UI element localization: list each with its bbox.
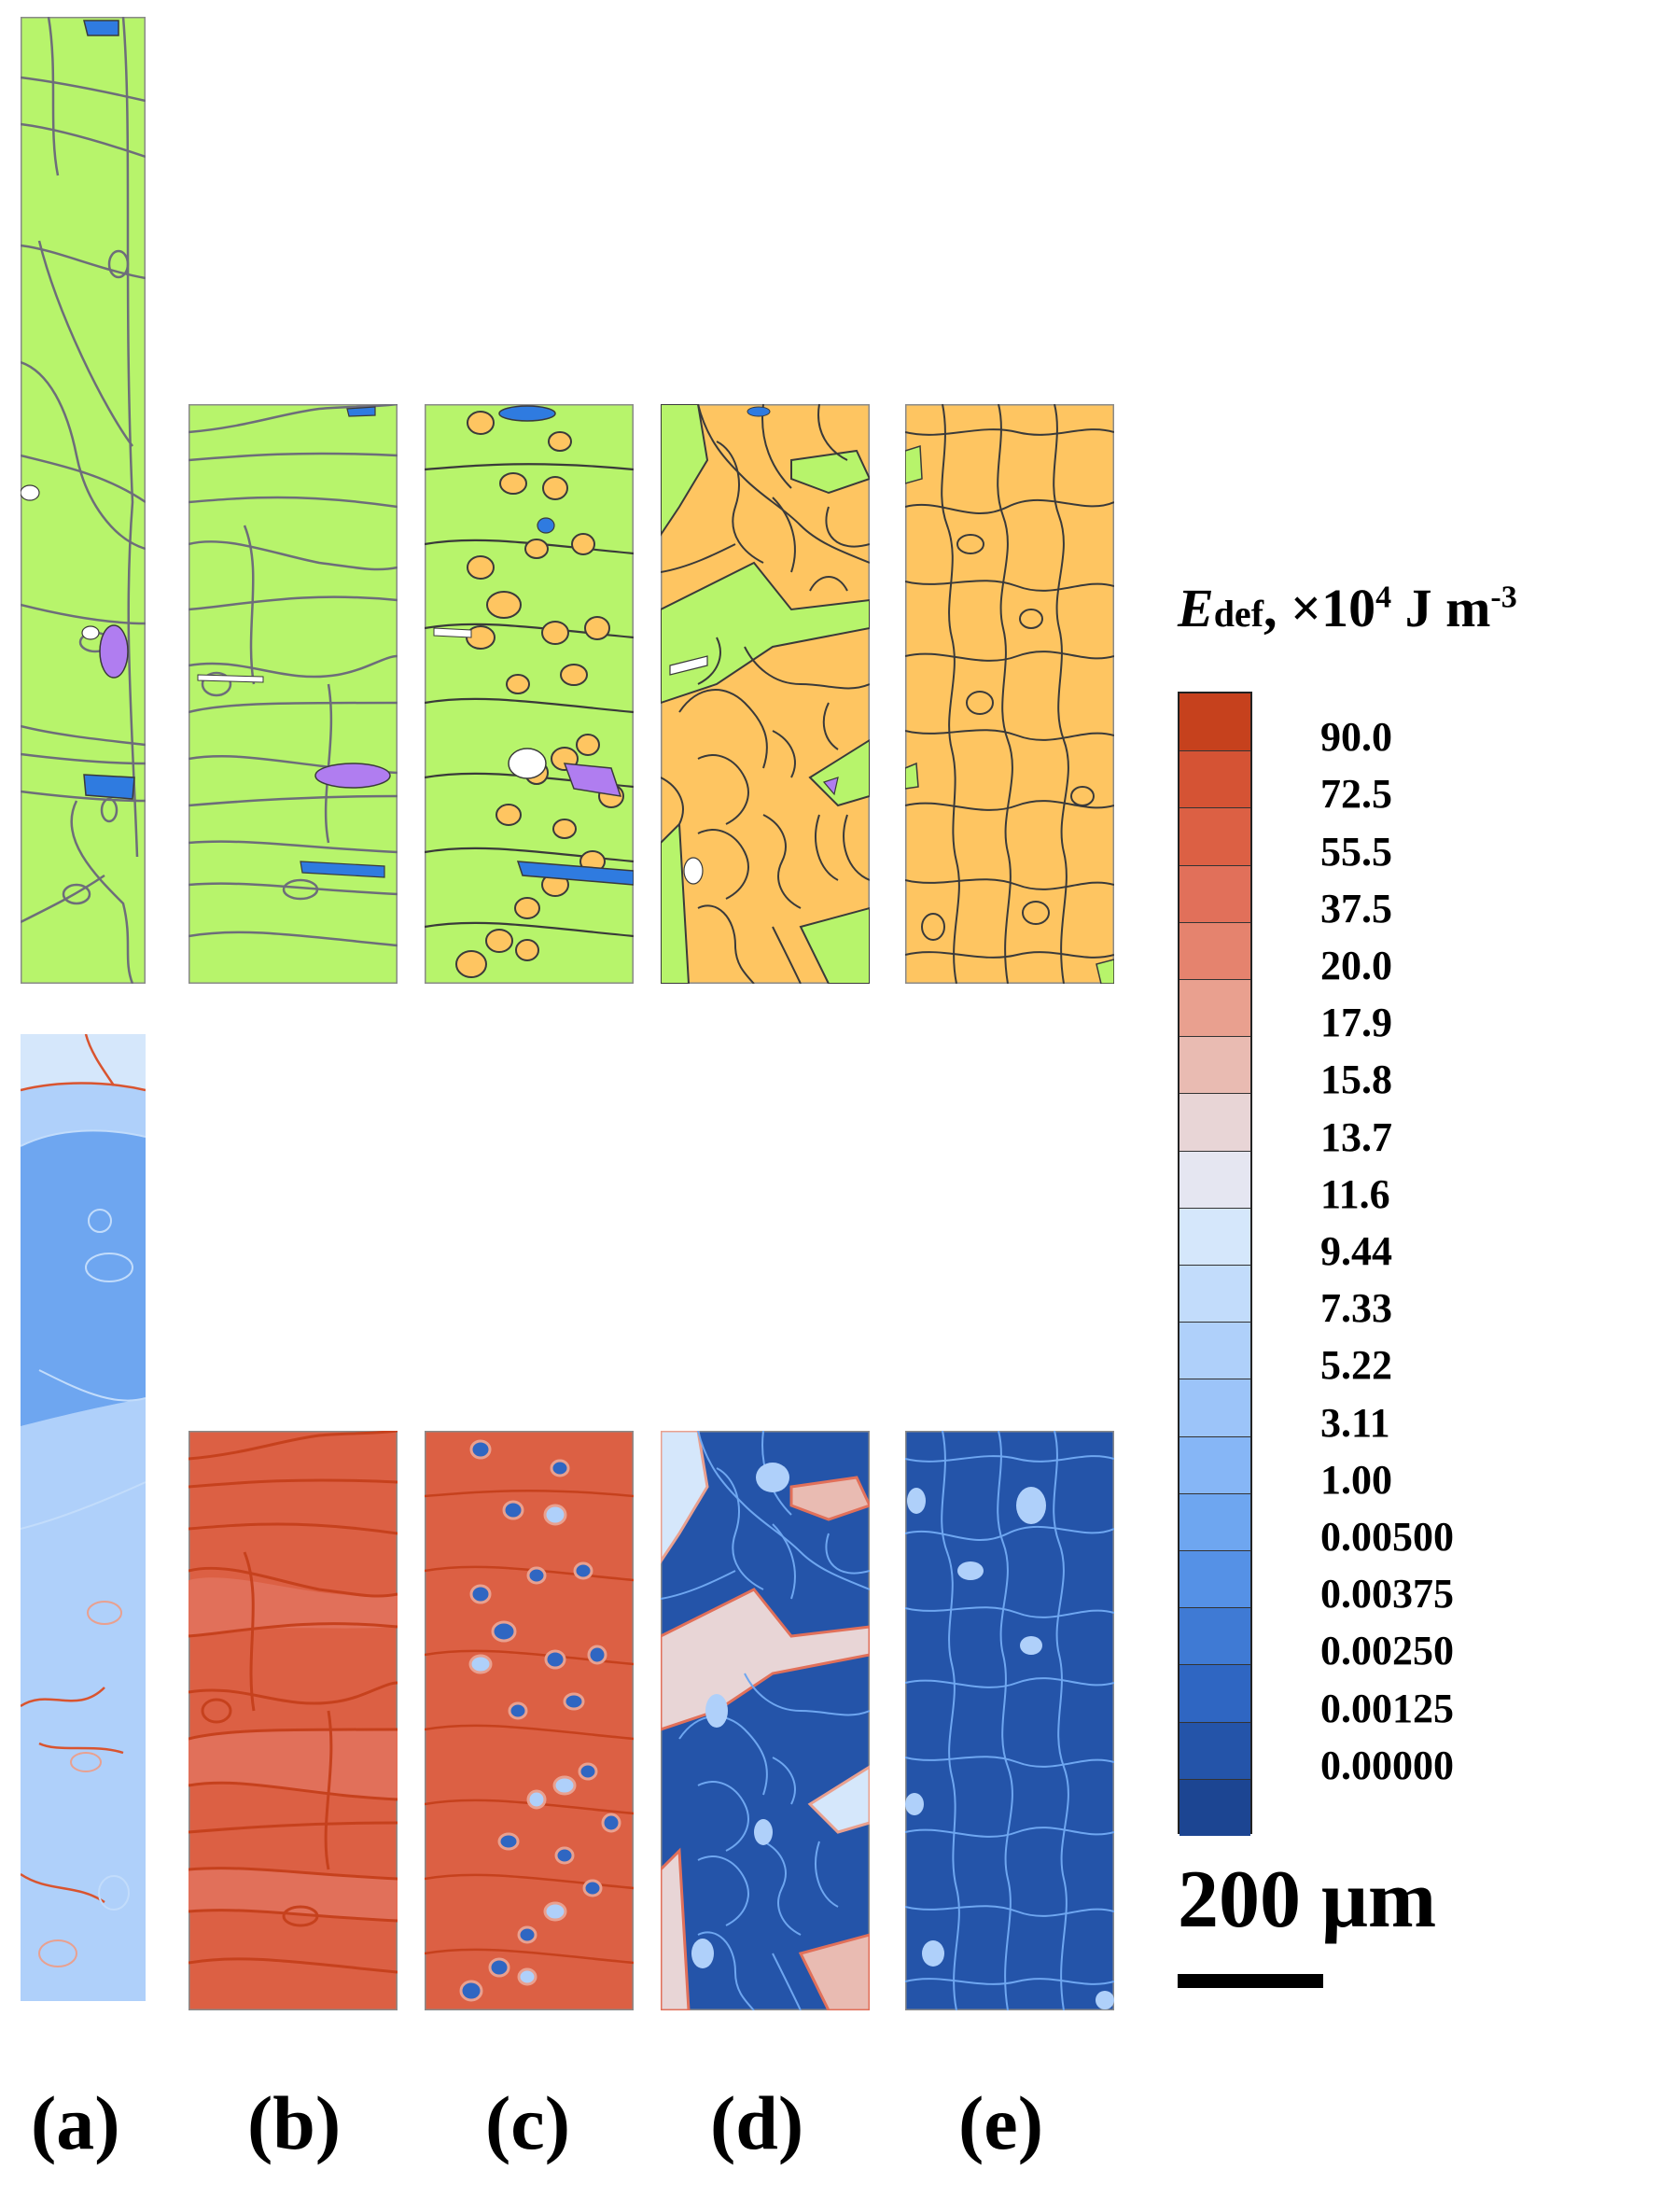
colorbar-cell — [1179, 1036, 1250, 1094]
colorbar-cell — [1179, 1265, 1250, 1323]
colorbar-tick-label: 13.7 — [1320, 1113, 1392, 1160]
legend-title: Edef, ×104 J m-3 — [1178, 577, 1517, 639]
colorbar-tick-label: 7.33 — [1320, 1285, 1392, 1332]
colorbar-cell — [1179, 1778, 1250, 1836]
microstructure-map-e — [905, 404, 1114, 984]
legend-subscript: def — [1213, 593, 1264, 635]
legend-unit: J m — [1391, 578, 1491, 638]
colorbar-cell — [1179, 1492, 1250, 1550]
microstructure-map-b — [188, 404, 398, 984]
colorbar-tick-label: 17.9 — [1320, 1000, 1392, 1046]
legend-unit-exponent: -3 — [1490, 580, 1517, 615]
panel-label-b: (b) — [247, 2080, 342, 2165]
colorbar — [1178, 692, 1252, 1836]
energy-map-a — [21, 1034, 146, 2001]
colorbar-tick-label: 55.5 — [1320, 828, 1392, 875]
panel-label-c: (c) — [485, 2080, 571, 2165]
colorbar-tick-label: 37.5 — [1320, 885, 1392, 931]
legend-exponent: 4 — [1375, 580, 1392, 615]
legend-title-rest: , ×10 — [1263, 578, 1376, 638]
colorbar-cell — [1179, 1664, 1250, 1722]
energy-map-d — [661, 1431, 870, 2010]
colorbar-cell — [1179, 1322, 1250, 1379]
colorbar-tick-label: 0.00500 — [1320, 1514, 1454, 1560]
colorbar-tick-label: 0.00125 — [1320, 1685, 1454, 1731]
scale-bar-label: 200 μm — [1178, 1855, 1437, 1945]
colorbar-cell — [1179, 864, 1250, 922]
colorbar-tick-label: 0.00250 — [1320, 1628, 1454, 1674]
colorbar-cell — [1179, 1379, 1250, 1436]
energy-map-e — [905, 1431, 1114, 2010]
colorbar-tick-label: 15.8 — [1320, 1057, 1392, 1103]
colorbar-cell — [1179, 1607, 1250, 1665]
legend-symbol: E — [1178, 578, 1214, 638]
colorbar-cell — [1179, 921, 1250, 979]
microstructure-map-d — [661, 404, 870, 984]
colorbar-cell — [1179, 1093, 1250, 1151]
colorbar-cell — [1179, 1435, 1250, 1493]
panel-label-d: (d) — [710, 2080, 804, 2165]
colorbar-tick-label: 9.44 — [1320, 1228, 1392, 1274]
colorbar-cell — [1179, 693, 1250, 751]
colorbar-tick-label: 3.11 — [1320, 1399, 1390, 1446]
colorbar-cell — [1179, 750, 1250, 808]
colorbar-cell — [1179, 807, 1250, 865]
colorbar-cell — [1179, 1150, 1250, 1208]
energy-map-c — [425, 1431, 634, 2010]
panel-label-e: (e) — [958, 2080, 1044, 2165]
scale-bar — [1178, 1974, 1323, 1988]
colorbar-tick-label: 11.6 — [1320, 1170, 1390, 1217]
microstructure-map-a — [21, 17, 146, 984]
colorbar-tick-label: 20.0 — [1320, 943, 1392, 988]
colorbar-cell — [1179, 1550, 1250, 1608]
panel-label-a: (a) — [31, 2080, 120, 2165]
colorbar-tick-label: 0.00375 — [1320, 1571, 1454, 1617]
colorbar-tick-label: 0.00000 — [1320, 1742, 1454, 1788]
colorbar-tick-label: 72.5 — [1320, 771, 1392, 818]
microstructure-map-c — [425, 404, 634, 984]
colorbar-tick-label: 5.22 — [1320, 1342, 1392, 1389]
colorbar-cell — [1179, 979, 1250, 1037]
colorbar-tick-label: 90.0 — [1320, 714, 1392, 761]
colorbar-cell — [1179, 1721, 1250, 1779]
colorbar-tick-label: 1.00 — [1320, 1456, 1392, 1503]
energy-map-b — [188, 1431, 398, 2010]
colorbar-cell — [1179, 1207, 1250, 1265]
